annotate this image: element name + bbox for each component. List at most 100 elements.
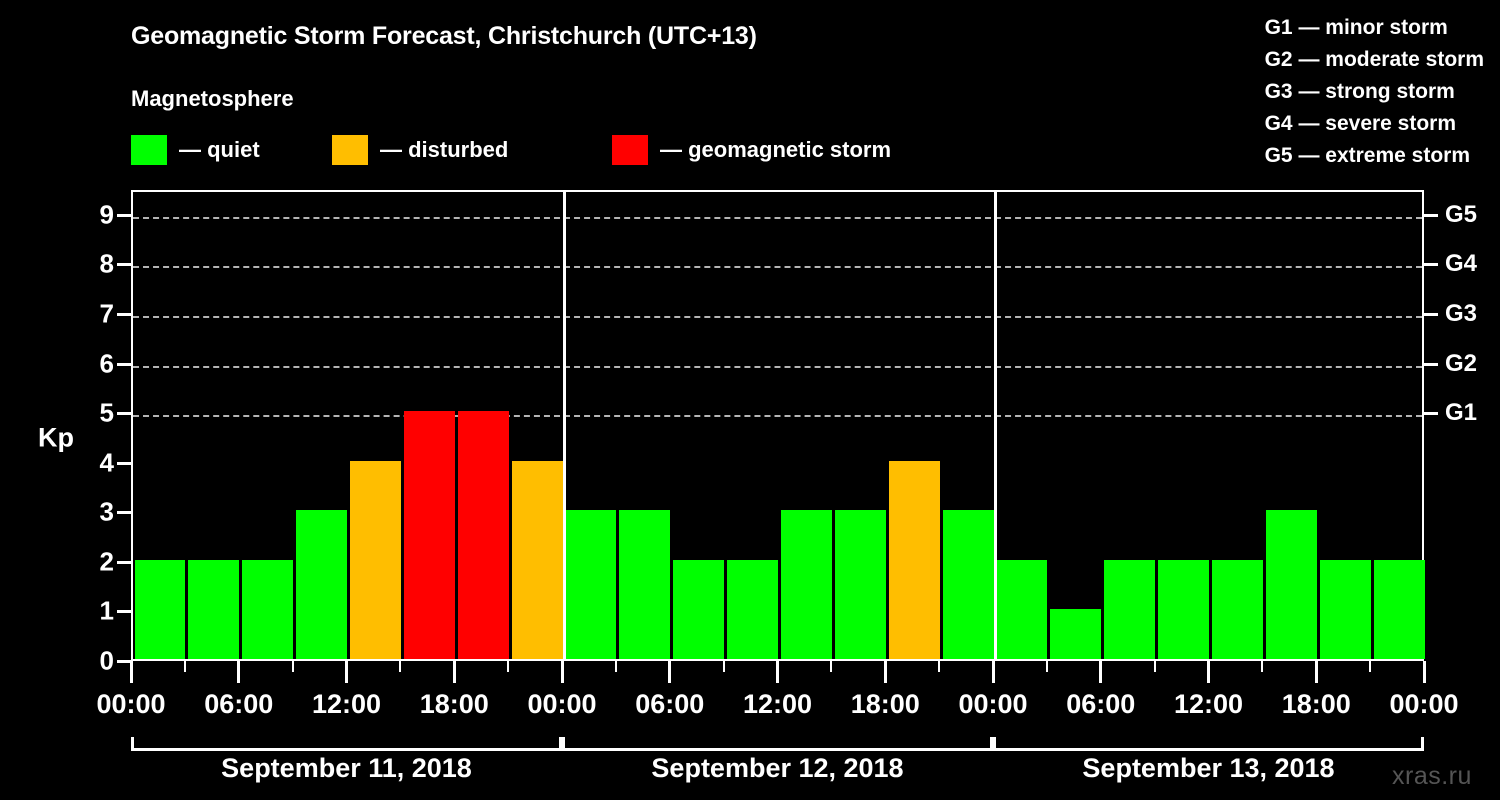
legend-entry-geomagnetic-storm: — geomagnetic storm (612, 133, 891, 167)
x-tick-major (1099, 661, 1103, 683)
date-label: September 12, 2018 (651, 753, 904, 783)
date-label: September 13, 2018 (1082, 753, 1335, 783)
x-tick-major (129, 661, 133, 683)
g-scale-label-g1: G1 (1445, 399, 1478, 427)
x-tick-major (452, 661, 456, 683)
g-scale-label-g2: G2 (1445, 349, 1478, 377)
bar (511, 460, 563, 659)
y-tick-label-9: 9 (99, 199, 114, 230)
y-tick-label-4: 4 (99, 447, 114, 478)
storm-scale-line-g3: G3 — strong storm (1264, 80, 1455, 103)
y-tick-mark-7 (117, 312, 131, 316)
bar (619, 510, 671, 659)
x-tick-label: 00:00 (1389, 689, 1459, 719)
x-tick-label: 00:00 (96, 689, 166, 719)
x-tick-major (991, 661, 995, 683)
bar (781, 510, 832, 659)
bar (1265, 510, 1317, 659)
g-tick-mark-g2 (1424, 362, 1438, 366)
gridline-kp-5 (133, 415, 1422, 418)
x-tick-minor (1261, 661, 1264, 672)
x-tick-minor (399, 661, 402, 672)
page-title: Geomagnetic Storm Forecast, Christchurch… (131, 22, 757, 50)
x-tick-major (776, 661, 779, 683)
bar (1319, 559, 1371, 659)
x-tick-major (1422, 661, 1426, 683)
y-tick-mark-5 (117, 412, 131, 416)
day-separator (994, 192, 997, 659)
bar (1212, 559, 1263, 659)
date-label: September 11, 2018 (221, 753, 472, 783)
y-tick-mark-6 (117, 362, 131, 366)
chart-plot-area (131, 190, 1425, 661)
bar (134, 559, 186, 659)
gridline-kp-7 (133, 315, 1422, 318)
y-tick-label-8: 8 (99, 248, 114, 279)
storm-scale-line-g1: G1 — minor storm (1264, 16, 1448, 39)
x-tick-major (345, 661, 348, 683)
bar (888, 460, 940, 659)
y-tick-mark-3 (117, 511, 131, 515)
x-tick-label: 06:00 (1066, 689, 1136, 719)
bar (1373, 559, 1425, 659)
y-tick-label-2: 2 (99, 546, 114, 577)
x-tick-minor (1153, 661, 1156, 672)
watermark: xras.ru (1392, 762, 1472, 790)
g-tick-mark-g4 (1424, 263, 1438, 267)
gridline-kp-6 (133, 365, 1422, 368)
x-tick-major (1314, 661, 1318, 683)
g-tick-mark-g5 (1424, 213, 1438, 217)
y-tick-mark-2 (117, 560, 131, 564)
bar (673, 559, 725, 659)
x-tick-label: 18:00 (850, 689, 920, 719)
bar (1158, 559, 1209, 659)
chart-plot-inner (133, 192, 1425, 659)
y-tick-label-6: 6 (99, 348, 114, 379)
legend-label-quiet: — quiet (179, 137, 260, 162)
y-tick-label-5: 5 (99, 397, 114, 428)
x-tick-label: 00:00 (958, 689, 1028, 719)
bar (1104, 559, 1156, 659)
x-tick-major (883, 661, 887, 683)
x-tick-major (1207, 661, 1210, 683)
gridline-kp-8 (133, 266, 1422, 269)
bar (942, 510, 994, 659)
date-bracket (993, 737, 1424, 751)
bar (296, 510, 347, 659)
bar (996, 559, 1048, 659)
y-tick-label-7: 7 (99, 298, 114, 329)
x-tick-label: 06:00 (635, 689, 705, 719)
x-tick-minor (830, 661, 833, 672)
x-tick-minor (722, 661, 725, 672)
y-tick-label-0: 0 (99, 645, 114, 676)
legend-label-disturbed: — disturbed (380, 137, 509, 162)
g-tick-mark-g1 (1424, 412, 1438, 416)
gridline-kp-9 (133, 216, 1422, 219)
x-tick-minor (183, 661, 186, 672)
g-scale-label-g5: G5 (1445, 200, 1478, 228)
storm-scale-legend: G1 — minor storm G2 — moderate storm G3 — … (1265, 12, 1484, 172)
bar (457, 411, 509, 659)
g-tick-mark-g3 (1424, 312, 1438, 316)
x-tick-label: 12:00 (1173, 689, 1244, 719)
legend-label-geomagnetic-storm: — geomagnetic storm (660, 137, 892, 162)
date-bracket (562, 737, 993, 751)
magnetosphere-heading: Magnetosphere (131, 86, 294, 111)
y-axis-title: Kp (38, 422, 74, 453)
y-tick-mark-0 (117, 660, 131, 663)
g-scale-label-g4: G4 (1445, 250, 1478, 278)
storm-scale-line-g5: G5 — extreme storm (1264, 144, 1471, 167)
bar (188, 559, 240, 659)
x-tick-label: 00:00 (527, 689, 597, 719)
bar (1050, 609, 1102, 659)
bar (242, 559, 294, 659)
x-tick-label: 12:00 (742, 689, 813, 719)
y-tick-mark-9 (117, 213, 131, 217)
bar (403, 411, 455, 659)
y-tick-mark-4 (117, 461, 131, 465)
x-tick-minor (1045, 661, 1048, 672)
x-tick-minor (1369, 661, 1372, 672)
x-tick-major (237, 661, 241, 683)
y-tick-label-1: 1 (99, 595, 114, 626)
day-separator (563, 192, 566, 659)
